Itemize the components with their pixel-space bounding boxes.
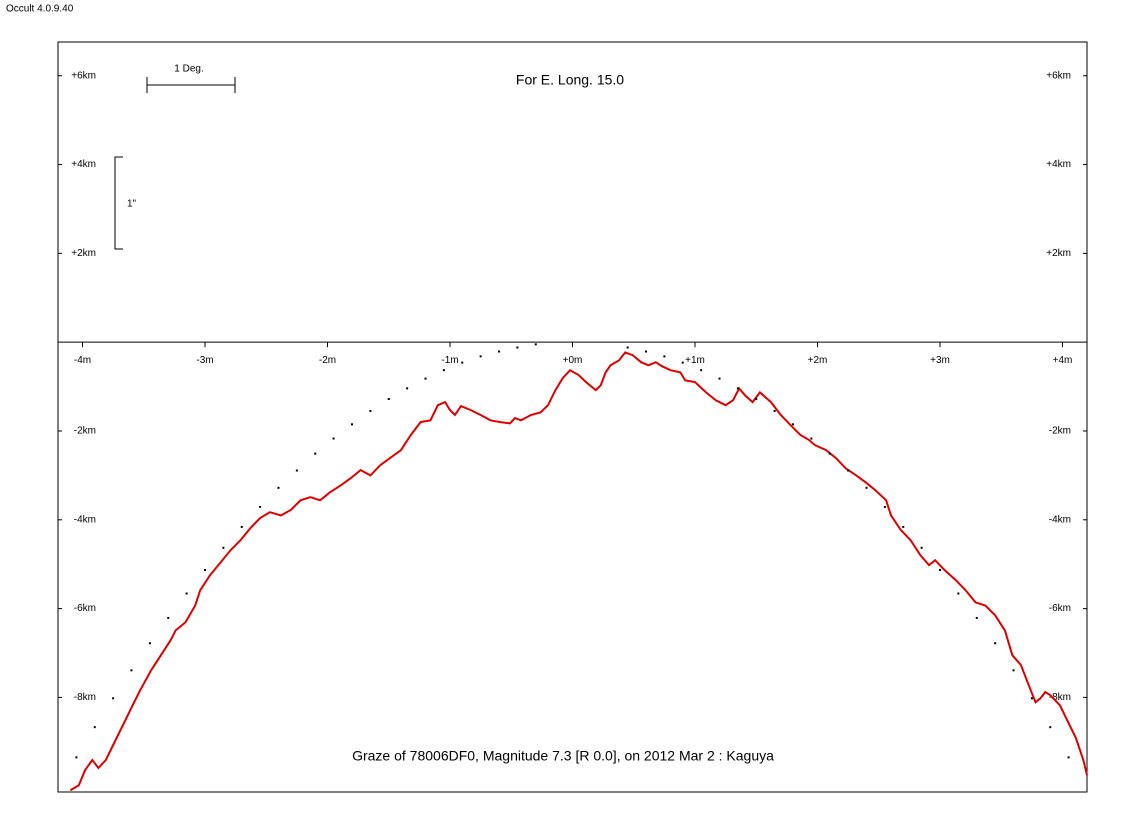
limb-dot	[847, 469, 850, 472]
limb-dot	[369, 410, 372, 413]
y-tick-label: +2km	[71, 248, 96, 259]
limb-dot	[994, 642, 997, 645]
y-tick-label: -6km	[74, 603, 96, 614]
limb-dot	[626, 346, 629, 349]
limb-dot	[792, 423, 794, 426]
limb-dot	[185, 592, 188, 595]
limb-dot	[773, 410, 776, 413]
limb-dot	[1049, 726, 1052, 729]
limb-dot	[222, 546, 225, 549]
profile-line	[69, 351, 1088, 792]
limb-dot	[240, 525, 243, 528]
app-title: Occult 4.0.9.40	[6, 4, 74, 15]
limb-dot	[112, 697, 115, 700]
chart-title: For E. Long. 15.0	[516, 72, 624, 88]
y-tick-label: +4km	[71, 159, 96, 170]
y-tick-label: +2km	[1046, 248, 1071, 259]
limb-dot	[479, 355, 482, 358]
limb-dot	[975, 616, 978, 619]
x-tick-label: -1m	[441, 355, 458, 366]
x-tick-label: +3m	[930, 355, 950, 366]
scale-bar	[114, 156, 123, 250]
y-tick-label: +6km	[71, 70, 96, 81]
y-tick-label: -2km	[1049, 426, 1071, 437]
limb-dot	[755, 398, 758, 401]
limb-dot	[810, 437, 813, 440]
limb-dot	[148, 642, 151, 645]
y-tick-label: +4km	[1046, 159, 1071, 170]
limb-dot	[424, 377, 427, 380]
x-tick-label: +0m	[563, 355, 583, 366]
scale-label: 1 Deg.	[174, 64, 203, 75]
limb-dot	[204, 568, 206, 571]
limb-dot	[718, 377, 721, 380]
x-tick-label: -3m	[196, 355, 213, 366]
y-tick-label: -4km	[74, 514, 96, 525]
limb-dot	[1012, 669, 1015, 672]
limb-dot	[920, 546, 923, 549]
limb-dot	[93, 726, 96, 729]
scale-label: 1"	[127, 199, 137, 210]
limb-dot	[167, 616, 170, 619]
limb-dot	[277, 486, 280, 489]
limb-dot	[351, 423, 353, 426]
y-tick-label: +6km	[1046, 70, 1071, 81]
limb-dot	[259, 505, 262, 508]
limb-dot	[442, 369, 445, 372]
x-tick-label: +1m	[685, 355, 705, 366]
limb-dot	[295, 469, 298, 472]
limb-dot	[516, 346, 519, 349]
limb-dot	[957, 592, 960, 595]
limb-dot	[1067, 756, 1070, 759]
limb-dot	[883, 505, 886, 508]
limb-dot	[130, 669, 133, 672]
limb-dot	[406, 387, 409, 390]
y-tick-label: -2km	[74, 426, 96, 437]
plot-frame	[57, 41, 1088, 793]
limb-dot	[1030, 697, 1033, 700]
limb-dot	[663, 355, 666, 358]
x-tick-label: -2m	[319, 355, 336, 366]
x-tick-label: -4m	[74, 355, 91, 366]
limb-dot	[736, 387, 739, 390]
limb-dot	[314, 452, 317, 455]
limb-dot	[939, 568, 941, 571]
limb-dot	[332, 437, 335, 440]
limb-dot	[75, 756, 78, 759]
limb-dot	[461, 361, 464, 364]
limb-dot	[828, 452, 831, 455]
limb-dot	[865, 486, 868, 489]
scale-bar	[146, 77, 236, 93]
limb-dot	[645, 350, 647, 353]
y-tick-label: -4km	[1049, 514, 1071, 525]
y-tick-label: -8km	[1049, 692, 1071, 703]
chart-subtitle: Graze of 78006DF0, Magnitude 7.3 [R 0.0]…	[352, 748, 774, 764]
limb-dot	[681, 361, 684, 364]
limb-dot	[387, 398, 390, 401]
x-tick-label: +4m	[1053, 355, 1073, 366]
limb-dot	[902, 525, 905, 528]
limb-dot	[534, 343, 537, 346]
y-tick-label: -6km	[1049, 603, 1071, 614]
y-tick-label: -8km	[74, 692, 96, 703]
x-tick-label: +2m	[808, 355, 828, 366]
limb-dot	[700, 369, 703, 372]
limb-dot	[498, 350, 500, 353]
